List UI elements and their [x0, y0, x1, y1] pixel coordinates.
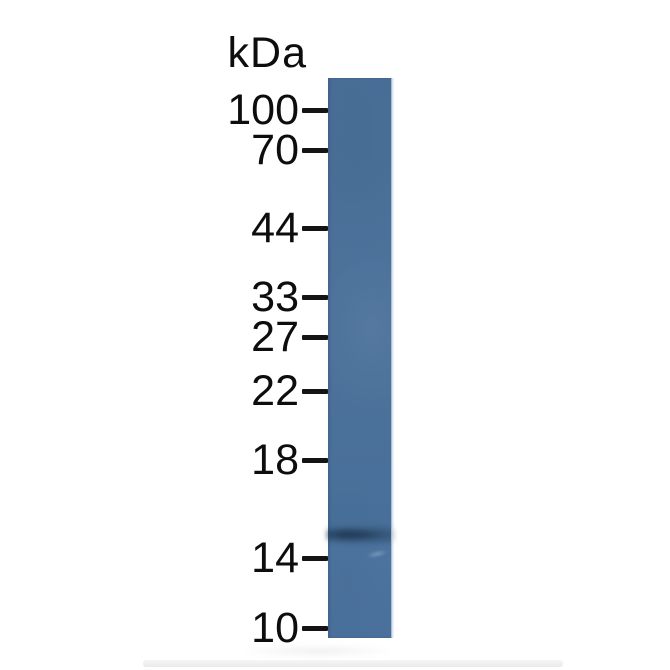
ladder-marker-27: 27 [0, 312, 328, 361]
marker-label: 44 [251, 203, 299, 252]
ladder-marker-33: 33 [0, 272, 328, 321]
marker-label: 100 [227, 85, 299, 134]
marker-tick [302, 457, 328, 463]
marker-tick [302, 294, 328, 300]
marker-label: 10 [251, 603, 299, 652]
marker-tick [302, 107, 328, 113]
photo-bottom-edge [143, 660, 563, 667]
marker-tick [302, 388, 328, 394]
ladder-marker-18: 18 [0, 435, 328, 484]
lane-light-scratch [365, 547, 389, 561]
ladder-marker-70: 70 [0, 125, 328, 174]
photo-faint-smudge [238, 644, 398, 658]
marker-label: 14 [251, 533, 299, 582]
marker-tick [302, 555, 328, 561]
ladder-marker-100: 100 [0, 85, 328, 134]
marker-label: 22 [251, 366, 299, 415]
marker-tick [302, 225, 328, 231]
ladder-marker-44: 44 [0, 203, 328, 252]
protein-band [326, 521, 394, 547]
marker-label: 70 [251, 125, 299, 174]
marker-label: 33 [251, 272, 299, 321]
ladder-marker-22: 22 [0, 366, 328, 415]
ladder-marker-14: 14 [0, 533, 328, 582]
unit-label-kda: kDa [227, 29, 307, 77]
marker-label: 18 [251, 435, 299, 484]
ladder-marker-10: 10 [0, 603, 328, 652]
marker-label: 27 [251, 312, 299, 361]
marker-tick [302, 625, 328, 631]
blot-lane [326, 78, 394, 638]
marker-tick [302, 147, 328, 153]
marker-tick [302, 334, 328, 340]
